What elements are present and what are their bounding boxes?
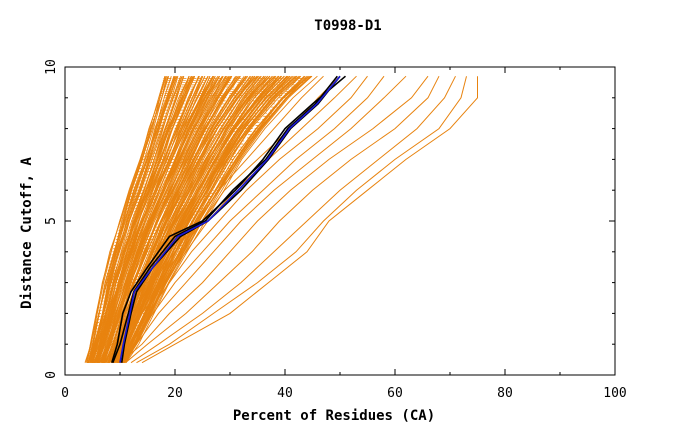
bundle-line: [97, 76, 206, 363]
x-tick-label: 60: [387, 386, 403, 401]
highlight-series-line: [111, 75, 347, 363]
highlight-series-line: [112, 75, 338, 363]
bundle-line: [86, 76, 167, 363]
series-line: [125, 75, 440, 364]
chart-title: T0998-D1: [314, 18, 381, 34]
highlight-series-line: [119, 75, 341, 363]
x-tick-label: 80: [497, 386, 513, 401]
x-tick-label: 40: [277, 386, 293, 401]
y-tick-label: 5: [44, 217, 59, 225]
series-line: [114, 75, 385, 364]
series-layer: [103, 75, 478, 364]
series-line: [141, 76, 478, 364]
y-tick-label: 0: [44, 371, 59, 379]
x-axis-title: Percent of Residues (CA): [233, 408, 435, 424]
series-line: [103, 75, 324, 364]
bundle-line: [113, 75, 266, 363]
series-line: [136, 76, 467, 364]
y-axis-title: Distance Cutoff, A: [19, 157, 35, 309]
plot-area: [84, 75, 478, 364]
series-line: [130, 75, 456, 364]
x-tick-label: 0: [61, 386, 69, 401]
series-line: [119, 75, 429, 364]
bundle-line: [94, 75, 195, 363]
series-line: [114, 75, 368, 364]
bundle-line: [105, 75, 233, 363]
y-axis-ticks: 0 5 10: [44, 59, 615, 379]
x-tick-label: 20: [167, 386, 183, 401]
y-tick-label: 10: [44, 59, 59, 75]
series-line: [119, 75, 407, 364]
bundle-line: [97, 76, 211, 363]
x-tick-label: 100: [603, 386, 626, 401]
x-axis-ticks: 0 20 40 60 80 100: [61, 67, 627, 401]
